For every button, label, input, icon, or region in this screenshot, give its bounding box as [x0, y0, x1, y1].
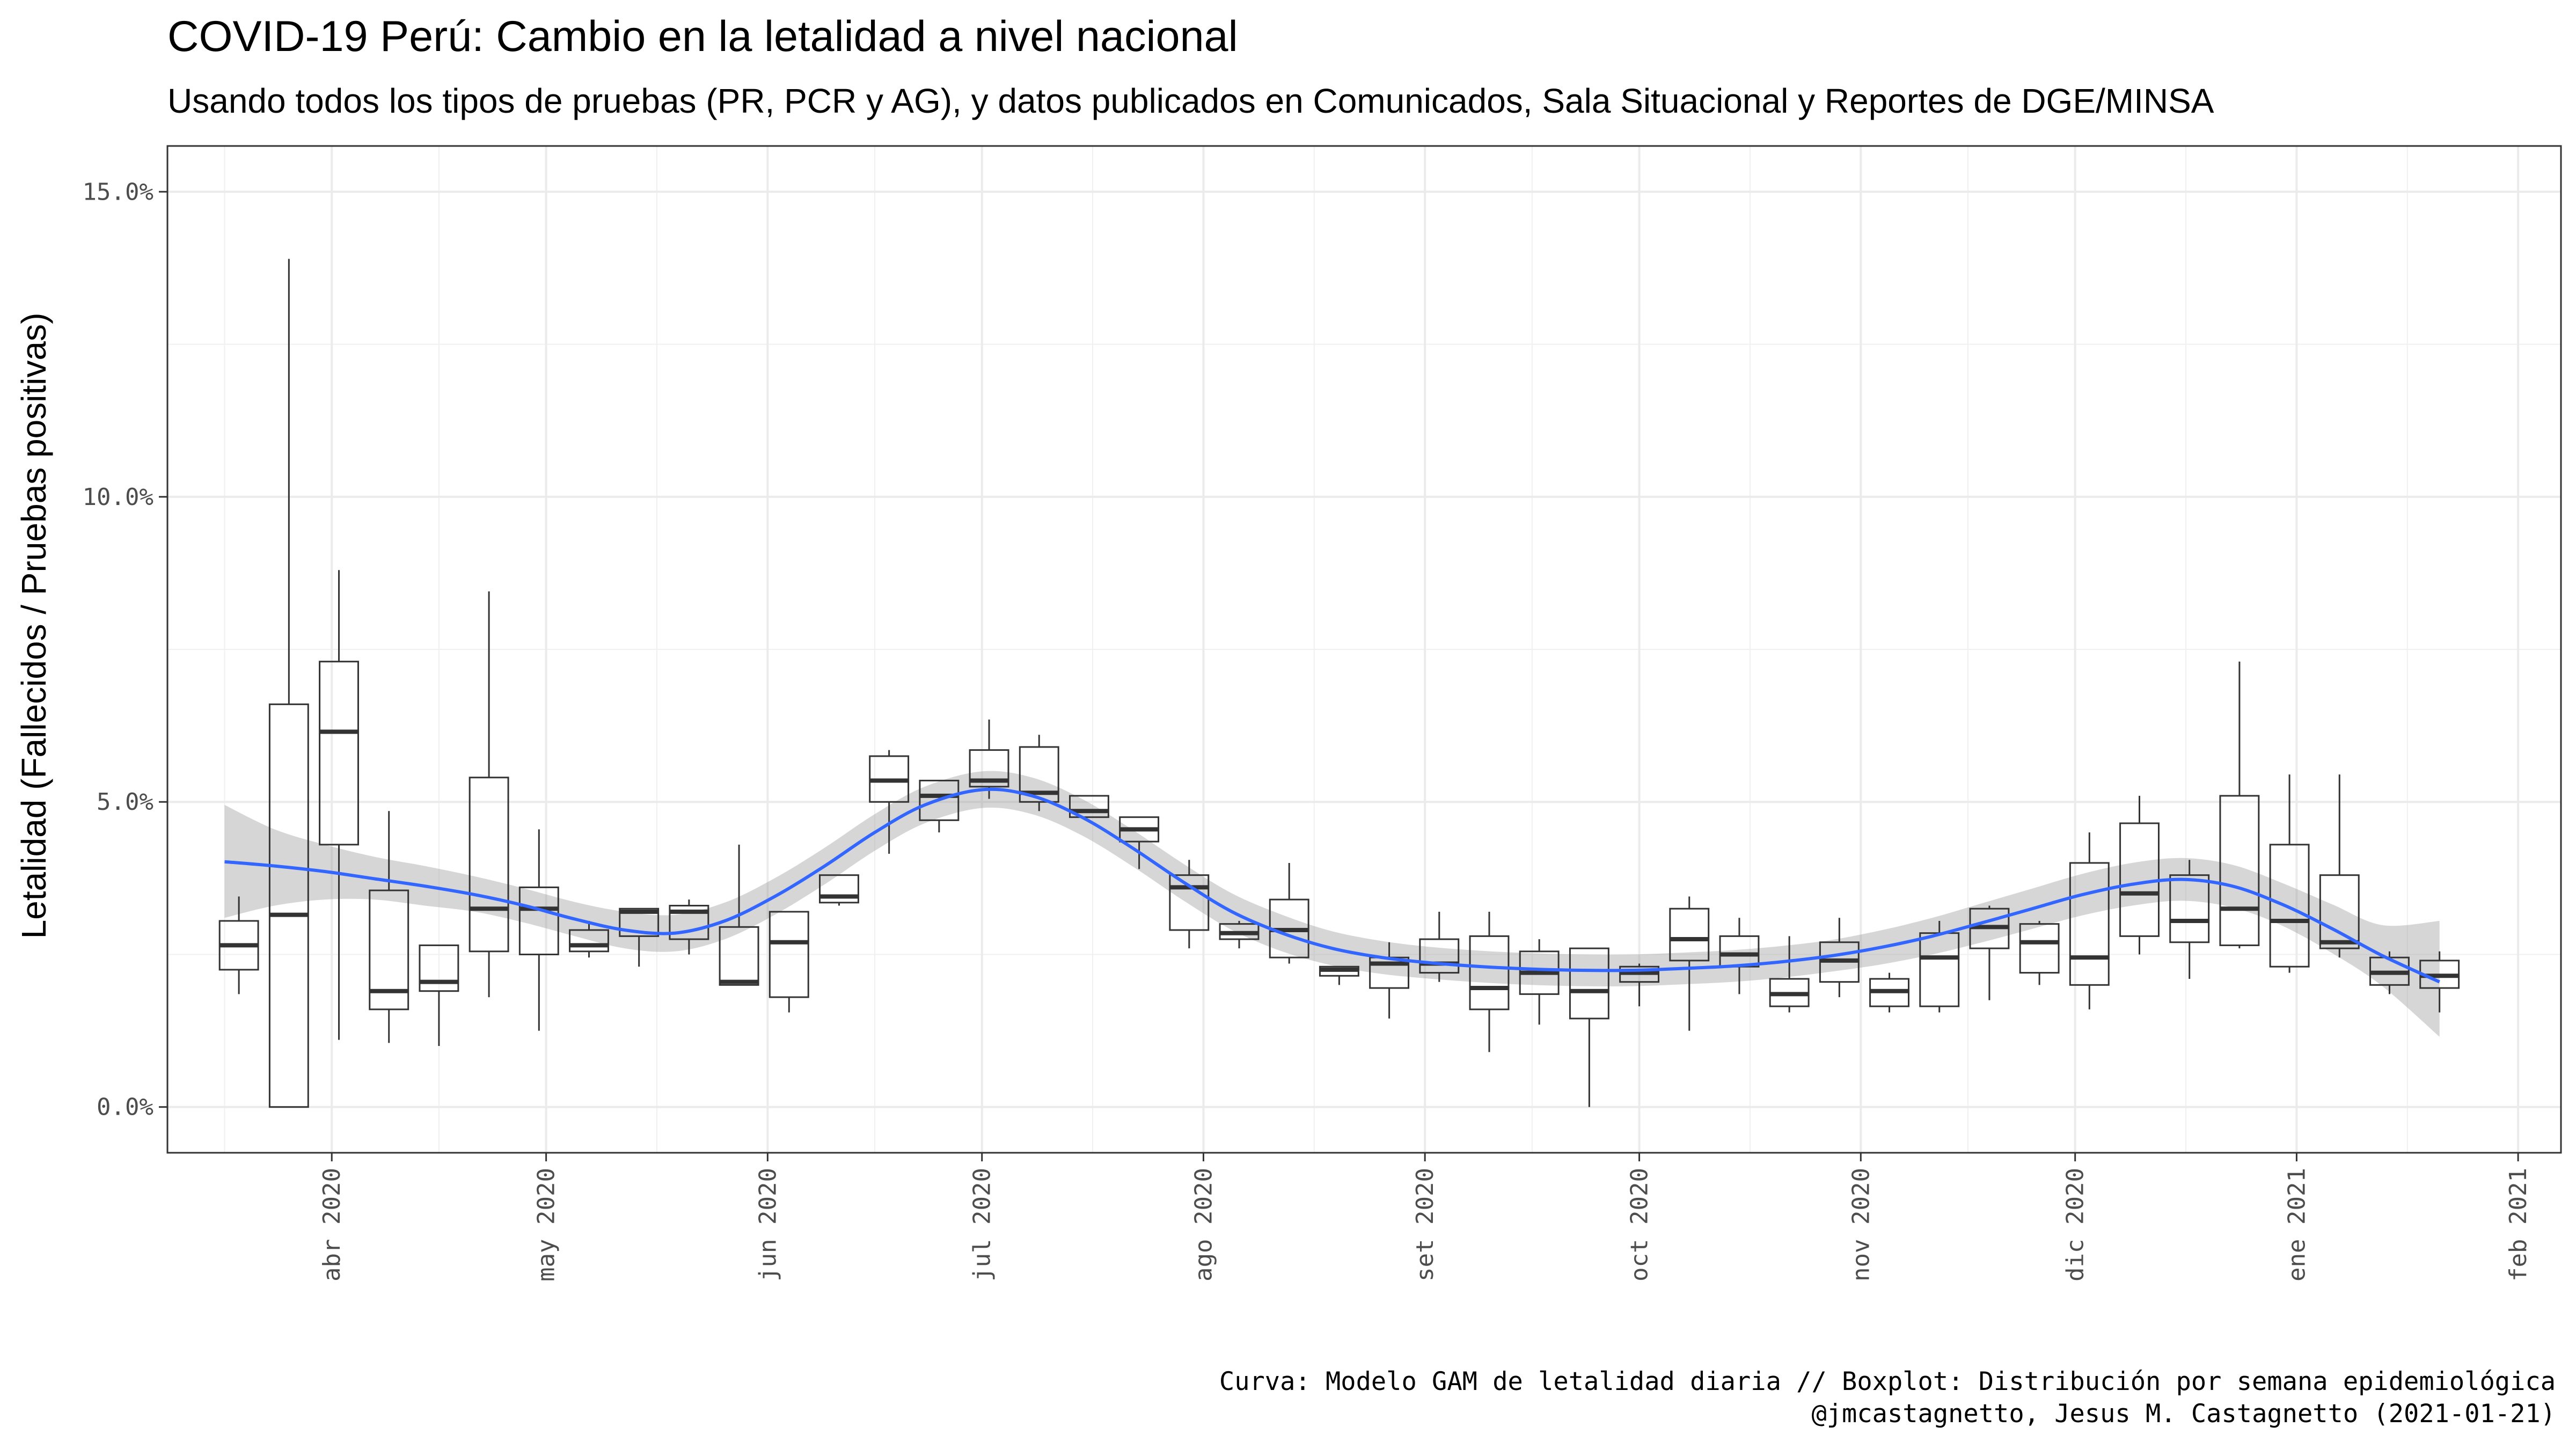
gam-curve-line — [224, 787, 2440, 984]
boxplot-week — [1819, 918, 1860, 998]
boxplot-box — [619, 908, 660, 937]
boxplot-box — [819, 874, 859, 904]
x-tick-label: ago 2020 — [1190, 1168, 1217, 1282]
boxplot-box — [369, 889, 409, 1011]
boxplot-week — [1569, 947, 1609, 1107]
boxplot-week — [369, 811, 409, 1043]
y-tick-label: 5.0% — [97, 788, 153, 816]
boxplot-box — [2069, 862, 2110, 986]
y-axis-label: Letalidad (Fallecidos / Pruebas positiva… — [14, 313, 53, 939]
y-tick-label: 15.0% — [83, 178, 153, 206]
y-tick-label: 10.0% — [83, 484, 153, 511]
boxplot-box — [319, 661, 359, 846]
boxplot-week — [1519, 939, 1560, 1025]
x-tick-label: may 2020 — [533, 1168, 560, 1282]
boxplot-box — [669, 905, 709, 940]
x-axis: abr 2020 may 2020 jun 2020 jul 2020 ago 2020… — [318, 1153, 2532, 1282]
boxplot-week — [2169, 860, 2210, 979]
x-tick-label: jul 2020 — [969, 1168, 996, 1282]
x-tick-label: ene 2021 — [2283, 1168, 2310, 1282]
boxplot-week — [669, 899, 709, 955]
boxplot-box — [419, 944, 459, 992]
boxplot-box — [919, 779, 960, 821]
gam-curve-layer — [224, 787, 2440, 984]
grid-minor — [167, 146, 2561, 1153]
boxplot-week — [268, 259, 309, 1108]
boxplot-box — [2319, 874, 2360, 949]
caption-line-2: @jmcastagnetto, Jesus M. Castagnetto (20… — [1811, 1399, 2556, 1429]
x-tick-label: nov 2020 — [1847, 1168, 1875, 1282]
x-tick-label: dic 2020 — [2062, 1168, 2089, 1282]
boxplot-week — [469, 591, 509, 998]
boxplot-week — [1869, 972, 1909, 1013]
boxplot-box — [469, 777, 509, 953]
boxplot-box — [1569, 947, 1609, 1020]
boxplot-week — [1219, 920, 1260, 949]
boxplot-week — [2319, 774, 2360, 958]
boxplot-box — [1419, 938, 1460, 974]
chart-title: COVID-19 Perú: Cambio en la letalidad a … — [167, 12, 1238, 61]
chart-subtitle: Usando todos los tipos de pruebas (PR, P… — [167, 82, 2214, 120]
boxplot-week — [2019, 920, 2060, 985]
boxplot-week — [619, 908, 660, 967]
boxplot-week — [869, 750, 910, 854]
boxplot-box — [1019, 746, 1059, 803]
boxplot-week — [1319, 965, 1359, 985]
boxplot-week — [218, 896, 259, 994]
boxplot-week — [1969, 905, 2010, 1000]
boxplot-box — [2269, 844, 2310, 968]
boxplot-box — [969, 749, 1009, 788]
x-tick-label: jun 2020 — [754, 1168, 781, 1282]
boxplot-box — [1469, 935, 1510, 1011]
boxplot-week — [1069, 795, 1109, 818]
y-axis: 0.0% 5.0% 10.0% 15.0% — [83, 178, 167, 1121]
boxplot-box — [769, 911, 809, 998]
boxplot-week — [2219, 661, 2260, 949]
boxplot-week — [1469, 911, 1510, 1052]
y-tick-label: 0.0% — [97, 1094, 153, 1121]
boxplot-week — [1669, 896, 1710, 1031]
boxplot-week — [969, 719, 1009, 799]
boxplot-box — [2169, 874, 2210, 943]
boxplot-week — [2269, 774, 2310, 973]
x-tick-label: abr 2020 — [318, 1168, 346, 1282]
x-tick-label: set 2020 — [1411, 1168, 1439, 1282]
x-tick-label: oct 2020 — [1626, 1168, 1653, 1282]
boxplot-week — [1619, 963, 1660, 1007]
boxplot-box — [268, 703, 309, 1108]
boxplot-box — [1069, 795, 1109, 818]
boxplot-week — [769, 911, 809, 1013]
gam-confidence-band — [224, 771, 2440, 1037]
gam-confidence-band-layer — [224, 771, 2440, 1037]
boxplot-box — [1169, 874, 1210, 931]
plot-panel-border — [166, 145, 2562, 1154]
boxplot-week — [1119, 816, 1160, 869]
boxplot-box — [2019, 923, 2060, 974]
boxplot-week — [319, 570, 359, 1040]
x-tick-label: feb 2021 — [2505, 1168, 2532, 1282]
boxplot-box — [719, 926, 759, 986]
weekly-boxplots — [218, 259, 2460, 1108]
boxplot-week — [1769, 936, 1810, 1013]
boxplot-box — [1669, 908, 1710, 962]
boxplot-box — [518, 886, 559, 955]
caption-line-1: Curva: Modelo GAM de letalidad diaria //… — [1219, 1367, 2556, 1396]
boxplot-week — [2069, 832, 2110, 1009]
boxplot-week — [819, 874, 859, 906]
boxplot-week — [419, 944, 459, 1046]
grid-major — [167, 146, 2561, 1153]
boxplot-week — [569, 920, 609, 958]
boxplot-box — [2219, 795, 2260, 946]
boxplot-box — [569, 929, 609, 953]
